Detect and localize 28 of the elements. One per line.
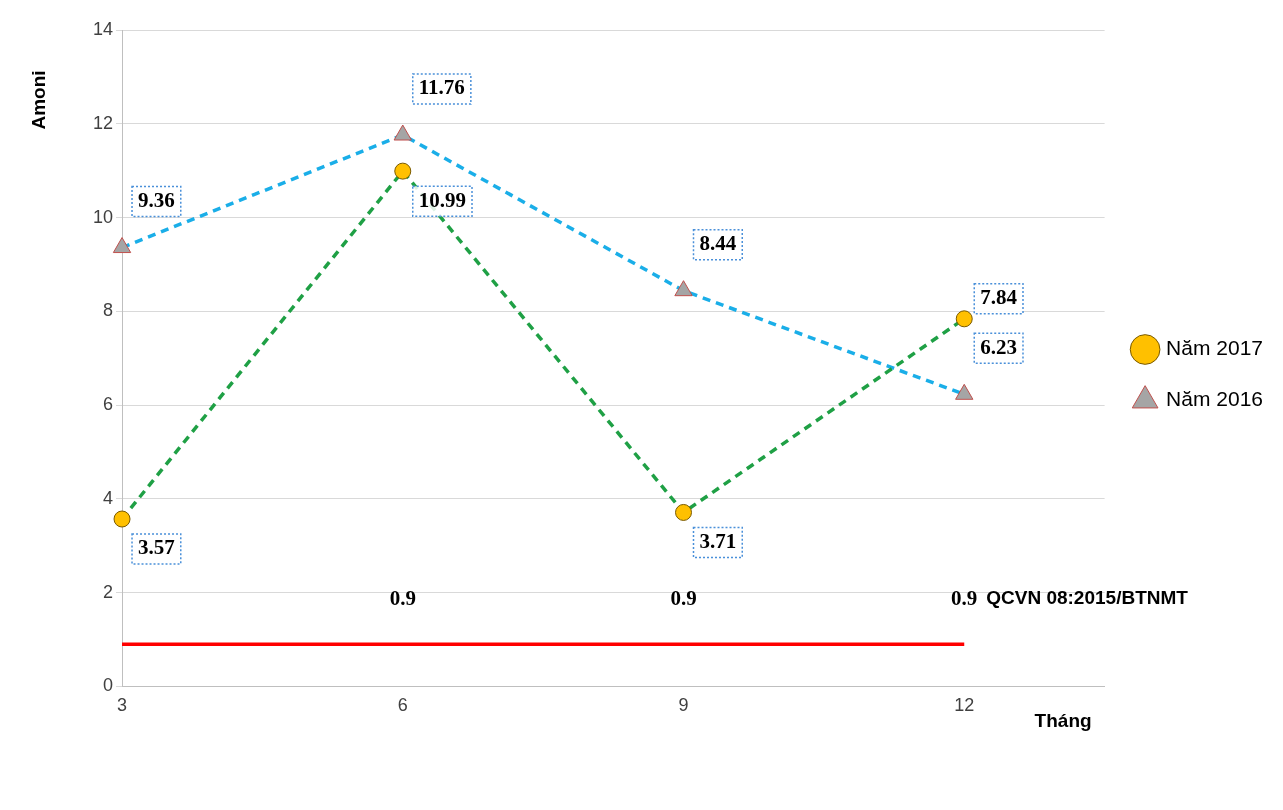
y-tick-label: 10 [92, 206, 114, 227]
legend-label: Năm 2017 [1166, 336, 1263, 360]
y-tick-label: 0 [103, 675, 114, 696]
y-tick-label: 14 [92, 18, 114, 39]
y-tick-label: 8 [103, 300, 114, 321]
legend-label: Năm 2016 [1166, 387, 1263, 411]
text: QCVN 08:2015/BTNMT [986, 587, 1189, 609]
x-axis-title: Tháng [1034, 710, 1092, 732]
data-label: 3.71 [699, 528, 737, 553]
data-label: 0.9 [951, 585, 978, 610]
data-label: 0.9 [389, 585, 416, 610]
x-tick-label: 9 [678, 695, 689, 716]
y-tick-label: 12 [92, 112, 114, 133]
data-label: 9.36 [138, 187, 175, 212]
y-tick-label: 4 [103, 487, 114, 508]
x-tick-label: 6 [397, 695, 408, 716]
data-label: 3.57 [138, 535, 175, 560]
y-tick-label: 6 [103, 394, 114, 415]
data-label: 0.9 [670, 585, 697, 610]
x-tick-label: 3 [117, 695, 128, 716]
data-label: 10.99 [418, 187, 467, 212]
data-label: 6.23 [980, 334, 1017, 359]
data-label: 8.44 [699, 231, 737, 256]
data-label: 7.84 [980, 285, 1018, 310]
y-tick-label: 2 [103, 581, 114, 602]
data-label: 11.76 [418, 75, 465, 100]
x-tick-label: 12 [954, 695, 975, 716]
y-axis-title: Amoni [28, 70, 50, 130]
